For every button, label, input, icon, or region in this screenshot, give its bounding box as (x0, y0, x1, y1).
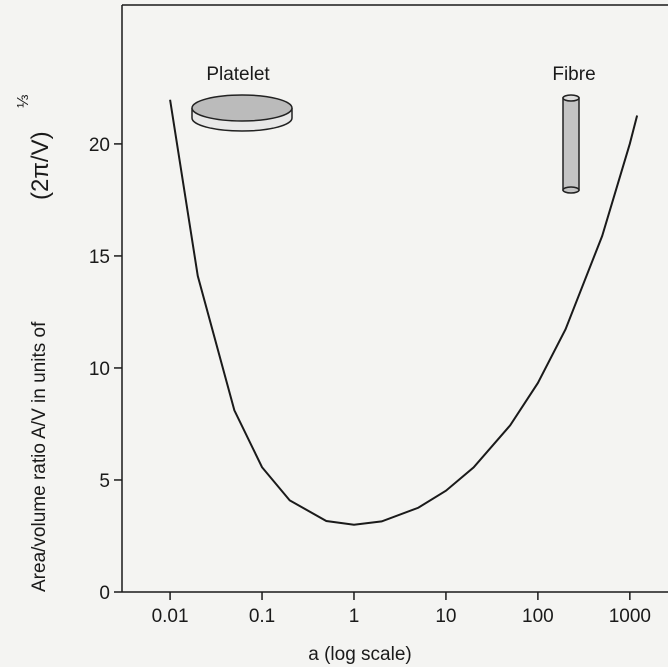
x-tick-label: 1000 (609, 606, 651, 627)
fibre-icon (562, 94, 580, 194)
annotation: Platelet (206, 64, 270, 85)
y-axis-label-group: Area/volume ratio A/V in units of (2π/V)… (15, 95, 54, 592)
x-tick-label: 0.1 (249, 606, 275, 627)
line-series (169, 99, 639, 526)
y-axis-label-formula: (2π/V) (27, 131, 54, 200)
y-tick-label: 15 (89, 247, 110, 268)
y-tick-label: 0 (99, 583, 110, 604)
y-tick-label: 5 (99, 471, 110, 492)
x-tick-label: 100 (522, 606, 554, 627)
x-tick-label: 1 (349, 606, 360, 627)
y-axis-label-exponent: ⅓ (15, 95, 32, 108)
x-axis-label: a (log scale) (308, 644, 412, 665)
y-tick-label: 10 (89, 359, 110, 380)
platelet-icon (191, 94, 293, 132)
plot-frame (121, 4, 668, 593)
x-tick-label: 0.01 (152, 606, 189, 627)
y-axis-label: Area/volume ratio A/V in units of (29, 321, 50, 592)
x-tick-label: 10 (435, 606, 456, 627)
annotation: Fibre (552, 64, 595, 85)
y-tick-label: 20 (89, 135, 110, 156)
